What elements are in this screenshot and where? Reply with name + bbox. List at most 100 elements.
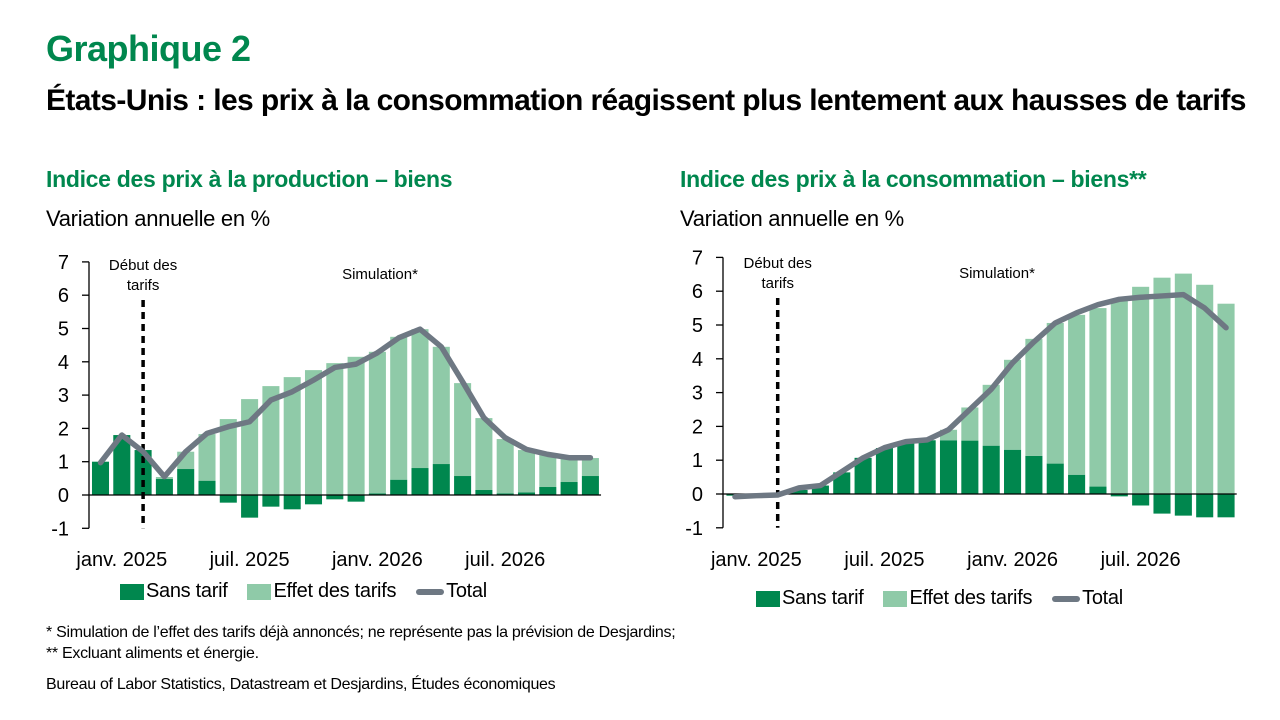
bar-sans-tarif: [581, 476, 599, 495]
bar-effet-tarifs: [1046, 322, 1064, 464]
bar-sans-tarif: [918, 440, 936, 494]
y-tick-label: 4: [58, 352, 69, 374]
bar-effet-tarifs: [368, 351, 386, 494]
bar-sans-tarif: [432, 464, 450, 495]
total-line: [732, 291, 1229, 500]
bar-effet-tarifs: [1196, 284, 1214, 494]
y-tick-label: 2: [692, 416, 703, 438]
bar-sans-tarif: [304, 495, 323, 505]
y-tick-label: -1: [51, 518, 69, 540]
y-tick-label: 5: [58, 319, 69, 341]
bar-effet-tarifs: [1217, 303, 1235, 494]
legend-swatch-sans-tarif: [120, 583, 144, 600]
y-tick-label: 6: [692, 281, 703, 303]
bar-sans-tarif: [241, 495, 259, 518]
bar-sans-tarif: [1110, 494, 1128, 497]
bar-sans-tarif: [91, 461, 110, 495]
bar-effet-tarifs: [411, 329, 429, 469]
y-tick-label: 1: [692, 450, 703, 472]
bar-sans-tarif: [1004, 449, 1022, 494]
bar-sans-tarif: [982, 445, 1000, 494]
legend-item-sans-tarif: Sans tarif: [120, 580, 228, 603]
bar-sans-tarif: [1089, 486, 1107, 494]
main-title: États-Unis : les prix à la consommation …: [46, 84, 1246, 117]
legend-label: Sans tarif: [782, 587, 864, 609]
bar-effet-tarifs: [517, 450, 536, 493]
tariff-start-label: Début des tarifs: [744, 255, 812, 292]
bar-sans-tarif: [262, 495, 280, 507]
y-tick-label: 7: [58, 252, 69, 274]
bar-effet-tarifs: [1068, 314, 1086, 475]
tariff-start-label: Début des tarifs: [109, 257, 177, 294]
y-tick-label: 1: [58, 452, 69, 474]
bar-sans-tarif: [1068, 474, 1086, 494]
legend-item-total: Total: [1052, 587, 1123, 610]
bar-effet-tarifs: [982, 384, 1000, 446]
legend-item-effet-tarifs: Effet des tarifs: [247, 580, 396, 603]
bar-sans-tarif: [939, 440, 958, 494]
x-tick-label: juil. 2026: [464, 549, 545, 571]
bar-sans-tarif: [390, 479, 408, 495]
left-legend: Sans tarif Effet des tarifs Total: [120, 580, 507, 603]
x-tick-label: juil. 2026: [1100, 549, 1181, 571]
bar-sans-tarif: [560, 482, 578, 495]
bar-effet-tarifs: [1132, 286, 1150, 494]
bar-sans-tarif: [897, 442, 915, 494]
bar-sans-tarif: [283, 495, 301, 510]
bar-effet-tarifs: [390, 336, 408, 480]
y-tick-label: 4: [692, 349, 703, 371]
bar-sans-tarif: [961, 440, 979, 494]
y-tick-label: 6: [58, 285, 69, 307]
bar-sans-tarif: [811, 485, 829, 494]
bar-effet-tarifs: [1153, 277, 1171, 494]
left-panel-title: Indice des prix à la production – biens: [46, 166, 453, 192]
x-tick-label: janv. 2025: [710, 549, 802, 571]
legend-label: Sans tarif: [146, 580, 228, 602]
bar-effet-tarifs: [454, 383, 472, 477]
bar-sans-tarif: [347, 495, 365, 502]
bar-effet-tarifs: [326, 363, 344, 495]
bar-sans-tarif: [155, 479, 173, 495]
legend-swatch-effet-tarifs: [883, 590, 908, 607]
bar-sans-tarif: [368, 493, 386, 495]
bar-effet-tarifs: [475, 418, 493, 491]
bar-sans-tarif: [875, 448, 893, 494]
bar-sans-tarif: [219, 495, 237, 503]
bar-effet-tarifs: [1089, 308, 1107, 487]
bar-sans-tarif: [198, 480, 216, 495]
right-unit-label: Variation annuelle en %: [680, 206, 904, 231]
legend-line-total: [416, 588, 445, 595]
legend-item-total: Total: [416, 580, 487, 603]
bar-effet-tarifs: [1110, 299, 1128, 494]
bar-effet-tarifs: [1025, 338, 1043, 456]
bar-sans-tarif: [1153, 494, 1171, 514]
y-tick-label: 2: [58, 418, 69, 440]
bar-effet-tarifs: [1174, 273, 1192, 494]
bar-sans-tarif: [496, 493, 514, 495]
bar-effet-tarifs: [347, 356, 365, 495]
legend-label: Total: [1082, 587, 1123, 609]
legend-swatch-sans-tarif: [756, 590, 780, 607]
y-tick-label: -1: [685, 518, 703, 540]
bar-effet-tarifs: [560, 457, 578, 483]
bar-effet-tarifs: [496, 439, 514, 494]
total-line: [97, 326, 594, 480]
bar-effet-tarifs: [539, 455, 557, 488]
legend-label: Effet des tarifs: [273, 580, 397, 602]
bar-sans-tarif: [411, 468, 429, 495]
legend-item-sans-tarif: Sans tarif: [756, 587, 864, 610]
bar-effet-tarifs: [432, 346, 450, 465]
bar-effet-tarifs: [198, 434, 216, 481]
bar-sans-tarif: [1132, 494, 1150, 506]
bar-sans-tarif: [1046, 463, 1064, 494]
legend-label: Effet des tarifs: [909, 587, 1033, 609]
bar-sans-tarif: [1025, 455, 1043, 494]
y-tick-label: 5: [692, 315, 703, 337]
bar-sans-tarif: [790, 489, 808, 494]
bar-sans-tarif: [454, 476, 472, 495]
bar-sans-tarif: [475, 490, 493, 495]
footnote-excluding: ** Excluant aliments et énergie.: [46, 645, 259, 662]
bar-effet-tarifs: [581, 458, 599, 477]
left-unit-label: Variation annuelle en %: [46, 206, 270, 231]
